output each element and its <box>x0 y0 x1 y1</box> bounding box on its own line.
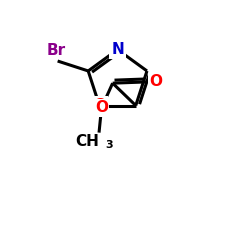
Text: CH: CH <box>75 134 99 149</box>
Text: N: N <box>111 42 124 57</box>
Text: O: O <box>93 98 106 113</box>
Text: O: O <box>150 74 163 90</box>
Text: O: O <box>95 100 108 116</box>
Text: 3: 3 <box>105 140 113 149</box>
Text: Br: Br <box>47 43 66 58</box>
